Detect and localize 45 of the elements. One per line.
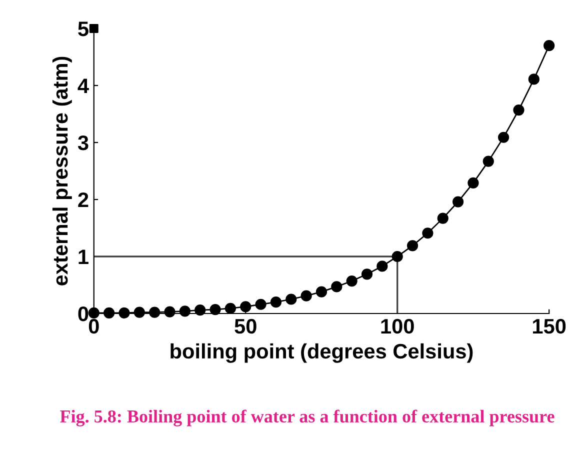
point	[134, 306, 145, 318]
y-tick-label: 4	[78, 78, 89, 94]
y-tick-label: 2	[78, 192, 88, 208]
point	[316, 286, 328, 298]
y-tick-label: 1	[78, 250, 88, 264]
y-tick-label: 0	[78, 306, 88, 322]
point	[104, 307, 115, 318]
point	[468, 177, 479, 189]
point	[392, 250, 403, 262]
point	[452, 196, 464, 208]
x-tick-label: 0	[88, 318, 99, 334]
point	[88, 307, 100, 318]
point	[498, 132, 510, 143]
point	[544, 40, 555, 52]
point	[149, 306, 160, 318]
x-tick-label: 100	[381, 318, 414, 334]
point	[194, 304, 206, 316]
point	[179, 306, 190, 317]
point	[240, 301, 252, 312]
point	[255, 298, 266, 310]
point	[528, 74, 540, 85]
point	[300, 290, 312, 302]
point	[89, 24, 98, 33]
point	[210, 304, 221, 316]
y-tick-label: 5	[78, 22, 88, 36]
caption: Fig. 5.8: Boiling point of water as a function of external pressure	[60, 410, 554, 426]
point	[331, 281, 342, 292]
x-axis-title: boiling point (degrees Celsius)	[170, 343, 473, 363]
point	[164, 306, 176, 318]
point	[346, 275, 358, 287]
point	[406, 240, 418, 252]
y-axis-title: external pressure (atm)	[52, 56, 72, 286]
point	[361, 268, 373, 280]
point	[437, 212, 448, 224]
point	[482, 156, 494, 167]
point	[513, 104, 524, 116]
point	[376, 260, 388, 272]
point	[224, 302, 236, 314]
x-tick-label: 150	[533, 318, 566, 334]
point	[270, 296, 282, 308]
y-tick-label: 3	[78, 136, 88, 150]
point	[286, 294, 297, 305]
x-tick-label: 50	[234, 318, 256, 334]
point	[422, 228, 434, 239]
point	[118, 307, 130, 318]
